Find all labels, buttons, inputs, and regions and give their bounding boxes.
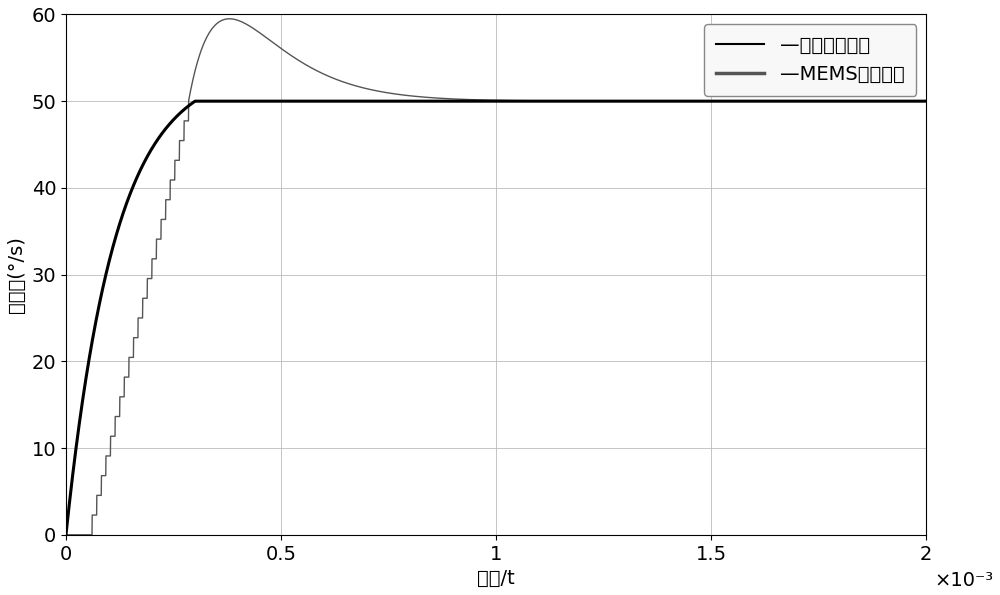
Text: ×10⁻³: ×10⁻³ — [935, 571, 994, 590]
X-axis label: 时间/t: 时间/t — [477, 569, 515, 588]
Y-axis label: 角速度(°/s): 角速度(°/s) — [7, 236, 26, 313]
Legend: —斜坡输入曲线, —MEMS响应曲线: —斜坡输入曲线, —MEMS响应曲线 — [704, 24, 916, 96]
